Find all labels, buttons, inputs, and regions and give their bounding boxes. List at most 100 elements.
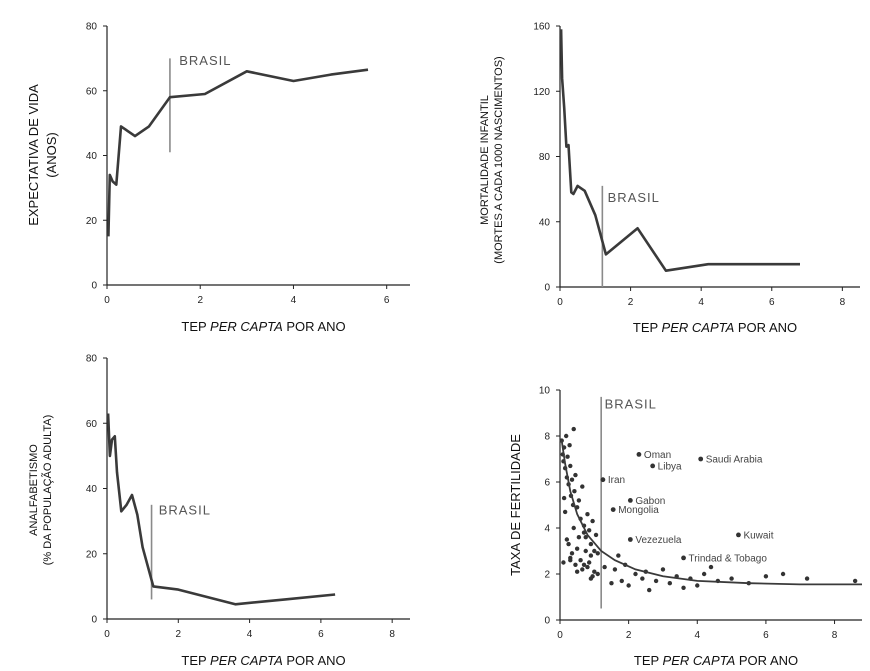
data-point <box>804 576 810 581</box>
data-point <box>708 564 714 570</box>
y-tick-label: 6 <box>544 478 550 489</box>
country-point <box>698 456 704 462</box>
data-point <box>576 535 582 540</box>
data-line <box>559 29 800 273</box>
data-point <box>576 498 582 503</box>
country-label: Oman <box>644 450 671 461</box>
data-point <box>640 576 645 581</box>
data-point <box>561 560 566 565</box>
y-tick-label: 60 <box>86 86 98 97</box>
x-tick-label: 2 <box>628 297 634 308</box>
y-tick-label: 160 <box>533 22 550 33</box>
data-point <box>562 509 568 515</box>
brasil-label: BRASIL <box>179 53 231 68</box>
x-axis-title: TEP PER CAPTA POR ANO <box>181 319 345 334</box>
data-point <box>592 548 597 554</box>
x-axis-title-part: TEP <box>181 319 210 334</box>
data-point <box>681 585 686 590</box>
data-point <box>580 484 585 489</box>
data-point <box>586 528 592 533</box>
x-tick-label: 2 <box>176 629 182 640</box>
data-point <box>568 558 573 563</box>
y-tick-label: 0 <box>91 281 97 292</box>
data-point <box>647 587 652 593</box>
x-tick-label: 2 <box>626 630 632 641</box>
x-axis-title-italic: PER CAPTA <box>662 320 735 335</box>
y-tick-label: 20 <box>86 216 98 227</box>
x-tick-label: 0 <box>557 297 563 308</box>
data-point <box>695 583 700 588</box>
illiteracy-chart: 0 20 40 60 80 0 2 4 6 8 TEP PER CAPTA POR ANO ANALF… <box>28 354 410 668</box>
data-point <box>585 512 590 517</box>
y-axis-title: (% DA POPULAÇÃO ADULTA) <box>41 415 54 566</box>
y-tick-label: 2 <box>544 570 550 581</box>
data-point <box>564 537 570 542</box>
country-label: Libya <box>658 461 682 472</box>
data-point <box>616 553 621 558</box>
infant-mortality-chart: 0 40 80 120 160 0 2 4 6 8 TEP PER CAPTA POR ANO MOR… <box>479 22 860 335</box>
data-point <box>780 571 786 577</box>
data-point <box>593 532 599 538</box>
x-axis-title-part: POR ANO <box>283 319 346 334</box>
x-axis-title-part: POR ANO <box>734 320 797 335</box>
data-point <box>567 443 572 448</box>
data-point <box>565 454 570 459</box>
data-point <box>571 525 576 531</box>
y-tick-label: 60 <box>86 419 98 430</box>
data-point <box>588 553 594 558</box>
x-tick-label: 0 <box>557 630 563 641</box>
data-point <box>653 578 659 584</box>
country-point <box>736 532 741 538</box>
data-point <box>602 564 607 570</box>
country-label: Vezezuela <box>635 535 682 546</box>
data-point <box>583 548 588 554</box>
y-axis-title: TAXA DE FERTILIDADE <box>508 434 523 576</box>
country-point <box>636 452 642 457</box>
data-line <box>107 68 369 237</box>
x-tick-label: 4 <box>698 297 704 308</box>
x-tick-label: 8 <box>840 297 846 308</box>
fertility-rate-chart: 0 2 4 6 8 10 0 2 4 6 8 TEP PER CAPTA POR ANO TAXA DE… <box>508 386 862 668</box>
country-label: Mongolia <box>618 505 659 516</box>
x-axis-title: TEP PER CAPTA POR ANO <box>633 320 797 335</box>
x-tick-label: 6 <box>384 295 390 306</box>
y-tick-label: 0 <box>544 283 550 294</box>
data-point <box>583 535 588 540</box>
brasil-label: BRASIL <box>605 396 657 411</box>
y-tick-label: 40 <box>539 217 551 228</box>
data-point <box>585 564 590 570</box>
data-point <box>563 433 569 439</box>
data-point <box>852 578 858 584</box>
x-tick-label: 6 <box>318 629 324 640</box>
data-point <box>609 581 614 586</box>
x-tick-label: 4 <box>247 629 253 640</box>
data-point <box>580 567 585 572</box>
data-point <box>573 562 578 567</box>
x-tick-label: 0 <box>104 629 110 640</box>
data-point <box>561 495 567 501</box>
data-point <box>566 541 571 547</box>
x-tick-label: 4 <box>694 630 700 641</box>
data-point <box>626 583 631 588</box>
x-axis-title-part: TEP <box>181 653 210 668</box>
country-label: Trindad & Tobago <box>689 553 768 564</box>
y-axis-title: (MORTES A CADA 1000 NASCIMENTOS) <box>493 56 505 263</box>
x-axis-title-italic: PER CAPTA <box>210 653 283 668</box>
data-point <box>571 426 576 432</box>
country-label: Kuwait <box>743 530 773 541</box>
brasil-label: BRASIL <box>608 190 660 205</box>
data-point <box>590 518 595 524</box>
data-point <box>595 551 600 556</box>
data-point <box>588 576 594 581</box>
data-point <box>667 581 673 586</box>
data-point <box>701 571 707 577</box>
data-point <box>595 571 600 577</box>
data-line <box>106 413 336 606</box>
x-tick-label: 4 <box>291 295 297 306</box>
brasil-label: BRASIL <box>159 503 211 518</box>
x-axis-title: TEP PER CAPTA POR ANO <box>634 653 798 668</box>
country-point <box>610 507 616 512</box>
y-tick-label: 80 <box>539 152 551 163</box>
data-point <box>763 574 769 579</box>
y-tick-label: 120 <box>533 87 550 98</box>
